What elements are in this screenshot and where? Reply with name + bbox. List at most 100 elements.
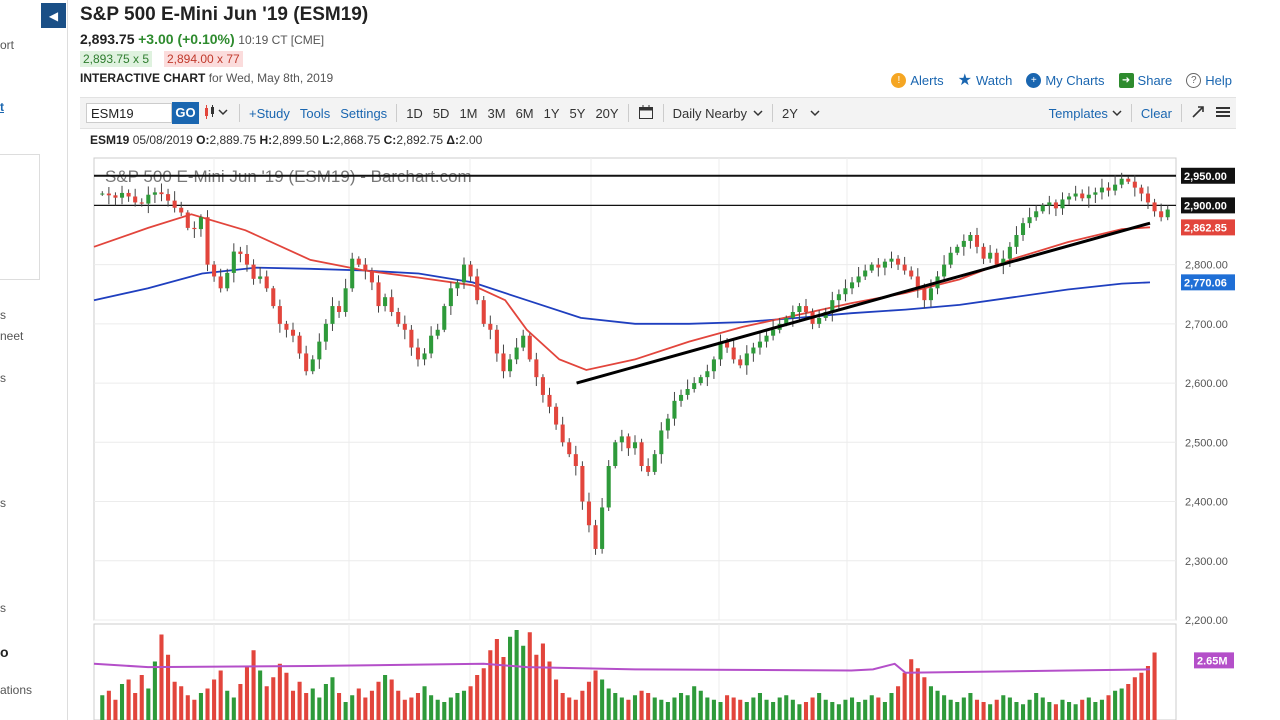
volume-label-text: 2.65M: [1197, 655, 1228, 667]
volume-bar: [192, 699, 197, 720]
calendar-icon[interactable]: [633, 104, 659, 123]
my-charts-link[interactable]: + My Charts: [1026, 70, 1105, 90]
volume-bar: [718, 702, 723, 720]
volume-bar: [1126, 684, 1131, 720]
candle-body: [1034, 211, 1039, 218]
nav-fragment[interactable]: ations: [0, 683, 33, 697]
candle-body: [593, 525, 598, 549]
volume-bar: [290, 690, 296, 720]
candle-body: [488, 323, 493, 330]
volume-bar: [961, 697, 966, 720]
nav-fragment[interactable]: s: [0, 371, 6, 385]
volume-bar: [527, 632, 532, 720]
chevron-left-icon[interactable]: ◀: [41, 3, 66, 28]
volume-bar: [277, 663, 282, 720]
candle-body: [461, 264, 467, 283]
volume-bar: [376, 681, 381, 720]
volume-bar: [626, 699, 631, 720]
candle-body: [415, 347, 421, 360]
volume-bar: [350, 695, 355, 720]
nav-fragment[interactable]: s: [0, 308, 6, 322]
period-5y[interactable]: 5Y: [569, 105, 586, 121]
aggregation-dropdown[interactable]: Daily Nearby: [668, 106, 768, 121]
toolbar-separator: [396, 104, 398, 122]
candle-body: [692, 383, 697, 389]
volume-bar: [205, 688, 210, 720]
volume-bar: [369, 690, 374, 720]
candle-body: [113, 195, 118, 198]
ohlc-low: 2,868.75: [333, 133, 381, 147]
range-dropdown[interactable]: 2Y: [777, 106, 825, 121]
go-button[interactable]: GO: [172, 102, 199, 124]
volume-bar: [1119, 688, 1124, 720]
volume-bar: [1073, 704, 1078, 720]
period-1d[interactable]: 1D: [406, 105, 423, 121]
candle-body: [1165, 209, 1170, 218]
volume-bar: [968, 693, 973, 720]
volume-bar: [994, 699, 999, 720]
period-20y[interactable]: 20Y: [595, 105, 619, 121]
candle-body: [922, 288, 927, 301]
period-5d[interactable]: 5D: [432, 105, 450, 121]
share-link[interactable]: ➜ Share: [1118, 70, 1172, 90]
period-3m[interactable]: 3M: [487, 105, 506, 121]
volume-bar: [284, 672, 289, 720]
volume-bar: [113, 699, 118, 720]
period-6m[interactable]: 6M: [515, 105, 534, 121]
candle-body: [836, 294, 841, 301]
candle-body: [389, 297, 394, 312]
period-1m[interactable]: 1M: [459, 105, 478, 121]
candle-body: [264, 276, 269, 289]
settings-button[interactable]: Settings: [340, 105, 388, 121]
volume-bar: [659, 699, 664, 720]
templates-dropdown[interactable]: Templates: [1044, 106, 1127, 121]
candle-body: [632, 442, 638, 449]
volume-average-line: [93, 662, 1151, 674]
candle-body: [258, 276, 263, 279]
clear-button[interactable]: Clear: [1140, 105, 1172, 121]
symbol-input[interactable]: ESM19: [86, 103, 172, 123]
candle-body: [521, 335, 526, 348]
help-icon: ?: [1186, 72, 1202, 88]
candle-body: [1159, 211, 1164, 218]
volume-bar: [705, 697, 710, 720]
candle-body: [665, 418, 670, 431]
volume-bar: [632, 695, 638, 720]
nav-fragment[interactable]: neet: [0, 329, 24, 343]
star-icon: ★: [957, 72, 972, 89]
ohlc-date: 05/08/2019: [132, 133, 193, 147]
volume-bar: [586, 681, 592, 720]
alerts-link[interactable]: ! Alerts: [891, 70, 944, 90]
candle-body: [606, 466, 611, 508]
candle-body: [1060, 199, 1065, 209]
nav-fragment[interactable]: o: [0, 644, 9, 660]
tools-button[interactable]: Tools: [299, 105, 331, 121]
menu-icon[interactable]: [1210, 105, 1236, 122]
templates-label: Templates: [1048, 105, 1108, 121]
volume-bar: [514, 630, 519, 720]
study-button[interactable]: +Study: [249, 105, 290, 121]
expand-icon[interactable]: [1186, 105, 1210, 122]
nav-fragment[interactable]: ort: [0, 38, 15, 52]
ohlc-open-label: O:: [196, 133, 210, 147]
volume-bar: [1053, 704, 1058, 720]
candle-body: [1001, 258, 1006, 265]
candle-body: [580, 466, 585, 502]
candle-body: [803, 306, 809, 312]
help-link[interactable]: ? Help: [1186, 70, 1232, 90]
volume-bar: [751, 697, 756, 720]
nav-fragment[interactable]: s: [0, 601, 6, 615]
watch-link[interactable]: ★ Watch: [958, 70, 1013, 90]
period-1y[interactable]: 1Y: [543, 105, 560, 121]
nav-fragment[interactable]: t: [0, 100, 4, 114]
candle-body: [1113, 184, 1118, 191]
volume-bar: [1007, 697, 1012, 720]
nav-fragment[interactable]: s: [0, 496, 6, 510]
volume-bar: [902, 672, 907, 720]
candle-body: [843, 288, 848, 295]
candle-body: [869, 264, 874, 271]
candle-body: [942, 264, 947, 277]
chart-type-dropdown[interactable]: [199, 104, 235, 122]
ohlc-low-label: L:: [322, 133, 334, 147]
